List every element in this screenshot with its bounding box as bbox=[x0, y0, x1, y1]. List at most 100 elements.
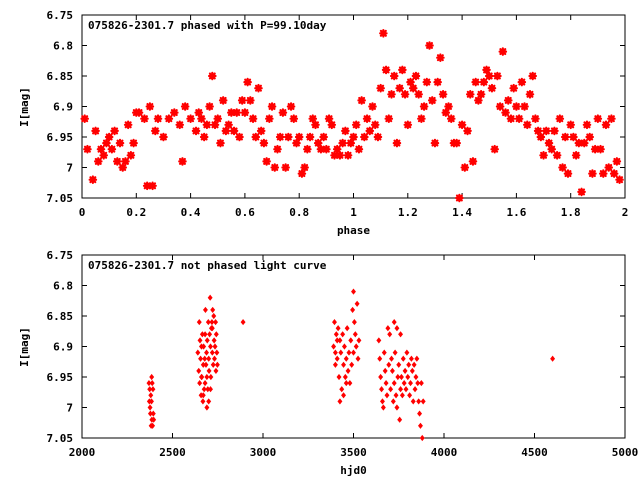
data-point bbox=[175, 120, 185, 130]
data-point bbox=[593, 114, 603, 123]
data-point bbox=[351, 349, 356, 356]
data-point bbox=[204, 373, 210, 381]
data-point bbox=[202, 120, 212, 130]
data-point bbox=[386, 361, 392, 368]
data-point bbox=[468, 157, 478, 166]
data-point bbox=[381, 65, 391, 75]
data-point bbox=[346, 138, 356, 148]
data-point bbox=[544, 138, 554, 148]
data-point bbox=[333, 331, 339, 338]
data-point bbox=[235, 132, 244, 142]
data-point bbox=[354, 300, 360, 307]
data-point bbox=[203, 361, 209, 368]
data-point bbox=[259, 138, 269, 148]
data-point bbox=[213, 114, 223, 123]
data-point bbox=[362, 114, 372, 123]
data-point bbox=[322, 144, 331, 154]
data-point bbox=[110, 126, 119, 136]
data-point bbox=[415, 380, 421, 387]
data-point bbox=[430, 138, 440, 148]
data-point bbox=[398, 331, 404, 338]
y-tick-label: 7.05 bbox=[47, 432, 74, 445]
data-point bbox=[389, 355, 394, 362]
data-point bbox=[373, 132, 383, 142]
data-point bbox=[355, 355, 361, 362]
x-tick-label: 1.2 bbox=[398, 206, 418, 219]
data-point bbox=[278, 108, 288, 117]
data-point bbox=[520, 102, 529, 111]
x-tick-label: 1.8 bbox=[561, 206, 581, 219]
y-tick-label: 6.85 bbox=[47, 70, 74, 83]
data-point bbox=[405, 373, 411, 381]
data-point bbox=[356, 337, 362, 344]
data-point bbox=[196, 319, 202, 326]
data-point bbox=[539, 151, 548, 160]
y-tick-label: 6.95 bbox=[47, 371, 74, 384]
data-point bbox=[514, 114, 524, 123]
data-point bbox=[590, 144, 600, 154]
data-point bbox=[341, 126, 350, 136]
x-tick-label: 5000 bbox=[612, 446, 639, 459]
x-tick-label: 0 bbox=[79, 206, 86, 219]
x-tick-label: 1.4 bbox=[452, 206, 472, 219]
data-point bbox=[391, 319, 397, 326]
data-point bbox=[388, 386, 394, 393]
data-point bbox=[560, 132, 570, 142]
data-point bbox=[91, 126, 100, 136]
data-point bbox=[383, 380, 389, 387]
data-point bbox=[311, 120, 320, 130]
data-point bbox=[121, 157, 130, 166]
data-point bbox=[541, 126, 551, 136]
data-point bbox=[186, 114, 195, 123]
data-point bbox=[240, 319, 246, 326]
data-point bbox=[384, 114, 394, 123]
data-point bbox=[214, 349, 220, 356]
data-point bbox=[246, 96, 255, 105]
data-point bbox=[151, 126, 160, 136]
data-point bbox=[334, 337, 340, 344]
data-point bbox=[609, 169, 619, 178]
data-point bbox=[396, 361, 402, 368]
data-point bbox=[148, 392, 154, 399]
data-point bbox=[574, 138, 584, 148]
data-point bbox=[208, 373, 214, 381]
data-point bbox=[615, 175, 624, 184]
data-point bbox=[213, 319, 219, 326]
data-point bbox=[208, 386, 213, 393]
data-point bbox=[313, 138, 323, 148]
data-point bbox=[400, 90, 410, 99]
y-tick-label: 6.75 bbox=[47, 249, 74, 262]
data-point bbox=[446, 114, 456, 123]
x-tick-label: 2 bbox=[622, 206, 629, 219]
data-point bbox=[240, 108, 250, 117]
data-point bbox=[379, 386, 385, 393]
y-tick-label: 7.05 bbox=[47, 192, 74, 205]
data-point bbox=[571, 151, 581, 160]
data-point bbox=[331, 343, 337, 350]
data-point bbox=[509, 83, 518, 93]
data-point bbox=[402, 367, 408, 374]
data-point bbox=[342, 373, 348, 381]
x-axis-label: phase bbox=[337, 224, 370, 237]
data-point bbox=[387, 331, 393, 338]
data-point bbox=[528, 71, 537, 81]
y-tick-label: 6.9 bbox=[53, 101, 73, 114]
plot-frame bbox=[81, 14, 626, 199]
data-point bbox=[604, 163, 614, 172]
data-point bbox=[210, 120, 220, 130]
data-point bbox=[149, 373, 155, 381]
data-point bbox=[531, 114, 540, 123]
data-point bbox=[205, 319, 211, 326]
data-point bbox=[380, 404, 386, 411]
data-point bbox=[96, 144, 106, 154]
data-point bbox=[417, 114, 426, 123]
data-point bbox=[194, 108, 204, 117]
data-point bbox=[354, 144, 364, 154]
y-tick-label: 6.75 bbox=[47, 9, 74, 22]
data-point bbox=[336, 373, 342, 381]
data-point bbox=[197, 114, 206, 123]
data-point bbox=[334, 355, 340, 362]
data-point bbox=[536, 132, 546, 142]
data-point bbox=[411, 71, 421, 81]
data-point bbox=[180, 102, 190, 111]
